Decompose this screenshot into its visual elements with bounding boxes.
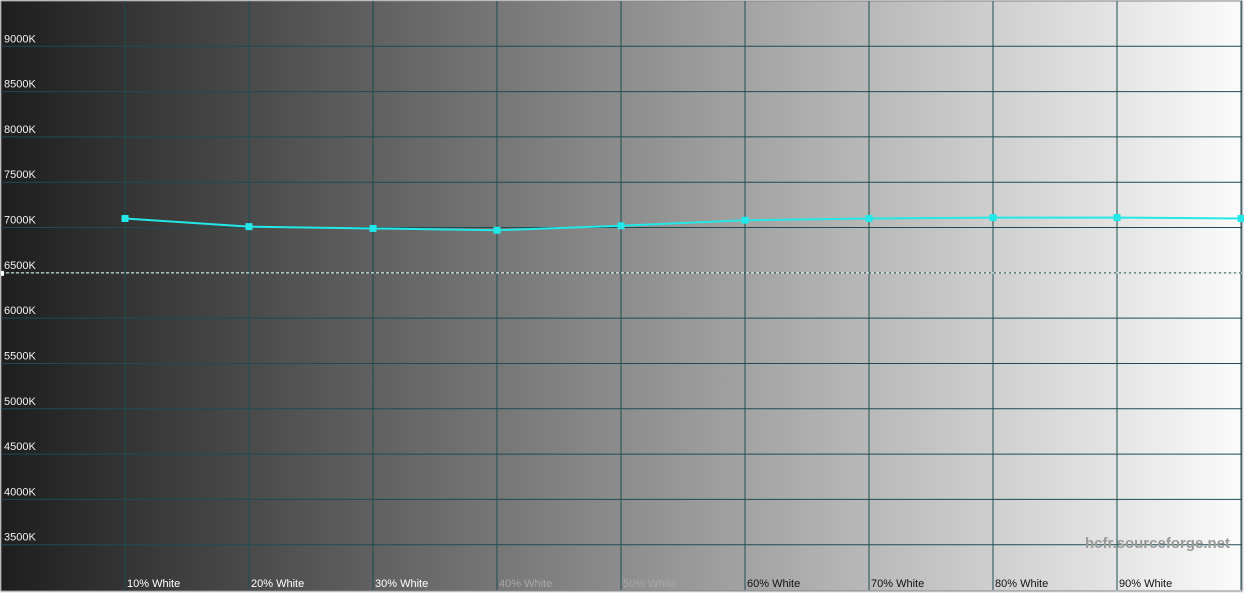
y-tick-label: 8500K <box>4 79 36 91</box>
reference-marker <box>1 270 4 276</box>
data-point <box>369 224 377 232</box>
y-tick-label: 6500K <box>4 260 36 272</box>
y-tick-label: 9000K <box>4 33 36 45</box>
y-tick-label: 5000K <box>4 396 36 408</box>
y-tick-label: 7000K <box>4 215 36 227</box>
series-line <box>124 216 1242 232</box>
x-tick-label: 60% White <box>747 578 800 590</box>
y-tick-label: 5500K <box>4 350 36 362</box>
y-tick-label: 7500K <box>4 169 36 181</box>
x-tick-label: 70% White <box>871 578 924 590</box>
data-point <box>989 214 997 222</box>
data-point <box>1113 214 1121 222</box>
y-tick-label: 6000K <box>4 305 36 317</box>
data-point <box>493 226 501 234</box>
x-tick-label: 90% White <box>1119 578 1172 590</box>
y-tick-label: 3500K <box>4 532 36 544</box>
data-point <box>1237 214 1244 222</box>
x-tick-label: 80% White <box>995 578 1048 590</box>
x-tick-label: 20% White <box>251 578 304 590</box>
data-point <box>121 214 129 222</box>
x-tick-label: 40% White <box>499 578 552 590</box>
y-tick-label: 4000K <box>4 486 36 498</box>
data-point <box>617 222 625 230</box>
data-point <box>245 223 253 231</box>
x-tick-label: 30% White <box>375 578 428 590</box>
watermark: hcfr.sourceforge.net <box>1085 535 1230 552</box>
y-tick-label: 4500K <box>4 441 36 453</box>
data-point <box>865 214 873 222</box>
y-tick-label: 8000K <box>4 124 36 136</box>
data-point <box>741 216 749 224</box>
x-tick-label: 10% White <box>127 578 180 590</box>
x-tick-label: 50% White <box>623 578 676 590</box>
